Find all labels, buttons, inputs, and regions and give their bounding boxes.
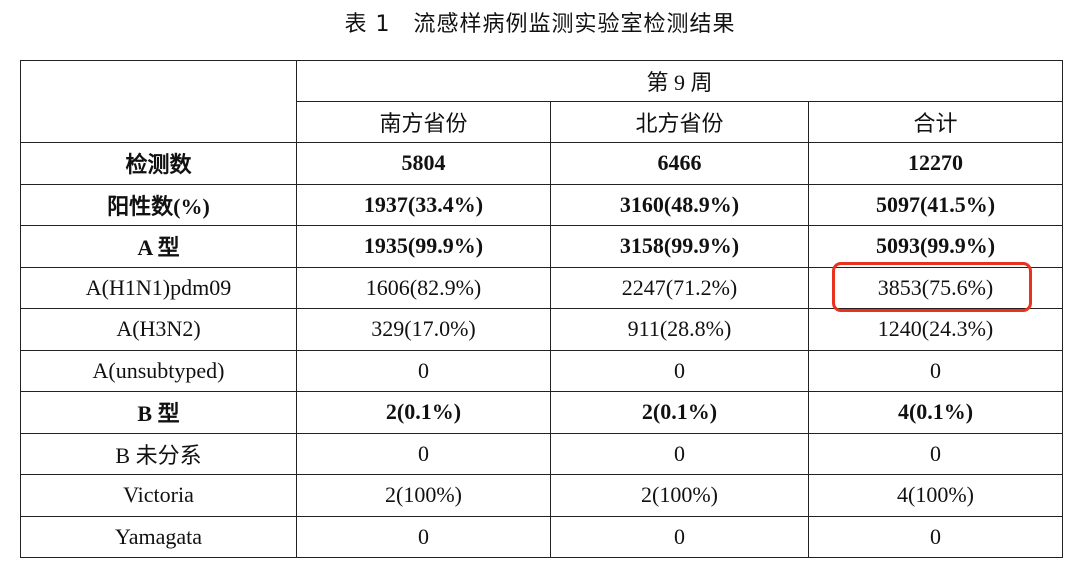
row-label: A(H3N2)	[20, 308, 297, 351]
table-row: 阳性数(%) 1937(33.4%) 3160(48.9%) 5097(41.5%)	[20, 183, 1064, 226]
data-cell: 5097(41.5%)	[807, 183, 1064, 226]
data-cell: 2(0.1%)	[296, 391, 551, 434]
table-row: A(unsubtyped) 0 0 0	[20, 349, 1064, 392]
highlight-box	[832, 262, 1032, 312]
week-header: 第 9 周	[295, 60, 1064, 102]
data-cell: 2247(71.2%)	[550, 266, 809, 309]
data-cell: 3160(48.9%)	[550, 183, 809, 226]
data-cell: 2(100%)	[296, 474, 551, 517]
row-label: A(unsubtyped)	[20, 349, 297, 392]
row-label: A(H1N1)pdm09	[20, 266, 297, 309]
data-cell: 5804	[296, 142, 551, 185]
data-cell: 5093(99.9%)	[807, 225, 1064, 268]
data-cell: 1240(24.3%)	[807, 308, 1064, 351]
data-cell: 0	[550, 432, 809, 475]
data-cell: 0	[550, 515, 809, 558]
data-cell: 911(28.8%)	[550, 308, 809, 351]
data-cell: 329(17.0%)	[296, 308, 551, 351]
data-cell: 1935(99.9%)	[296, 225, 551, 268]
data-cell: 1937(33.4%)	[296, 183, 551, 226]
row-label: 阳性数(%)	[20, 183, 297, 226]
table-row: B 未分系 0 0 0	[20, 432, 1064, 475]
table-row: B 型 2(0.1%) 2(0.1%) 4(0.1%)	[20, 391, 1064, 434]
corner-cell	[20, 60, 297, 143]
row-label: B 型	[20, 391, 297, 434]
data-cell: 12270	[807, 142, 1064, 185]
data-cell: 4(100%)	[807, 474, 1064, 517]
data-cell: 0	[296, 432, 551, 475]
table-row: Yamagata 0 0 0	[20, 515, 1064, 558]
data-cell: 4(0.1%)	[807, 391, 1064, 434]
column-header: 南方省份	[296, 101, 551, 143]
table-title: 表 1 流感样病例监测实验室检测结果	[344, 12, 736, 37]
data-cell: 0	[296, 515, 551, 558]
data-cell: 2(100%)	[550, 474, 809, 517]
table-row: Victoria 2(100%) 2(100%) 4(100%)	[20, 474, 1064, 517]
table-row: A(H1N1)pdm09 1606(82.9%) 2247(71.2%) 3853(7…	[20, 266, 1064, 309]
data-cell: 2(0.1%)	[550, 391, 809, 434]
column-header: 合计	[807, 101, 1064, 143]
data-cell: 6466	[550, 142, 809, 185]
row-label: B 未分系	[20, 432, 297, 475]
data-cell: 0	[550, 349, 809, 392]
table-row: 检测数 5804 6466 12270	[20, 142, 1064, 185]
data-cell: 3853(75.6%)	[807, 266, 1064, 309]
data-cell: 0	[807, 349, 1064, 392]
row-label: 检测数	[20, 142, 297, 185]
data-cell: 0	[807, 432, 1064, 475]
table-row: A 型 1935(99.9%) 3158(99.9%) 5093(99.9%)	[20, 225, 1064, 268]
row-label: Yamagata	[20, 515, 297, 558]
data-cell: 1606(82.9%)	[296, 266, 551, 309]
row-label: Victoria	[20, 474, 297, 517]
data-cell: 0	[296, 349, 551, 392]
column-header: 北方省份	[550, 101, 809, 143]
row-label: A 型	[20, 225, 297, 268]
data-cell: 0	[807, 515, 1064, 558]
data-cell: 3158(99.9%)	[550, 225, 809, 268]
table-row: A(H3N2) 329(17.0%) 911(28.8%) 1240(24.3%)	[20, 308, 1064, 351]
result-table: 第 9 周 南方省份 北方省份 合计 检测数 5804 6466 12270 阳性数(%) 1…	[20, 60, 1064, 558]
